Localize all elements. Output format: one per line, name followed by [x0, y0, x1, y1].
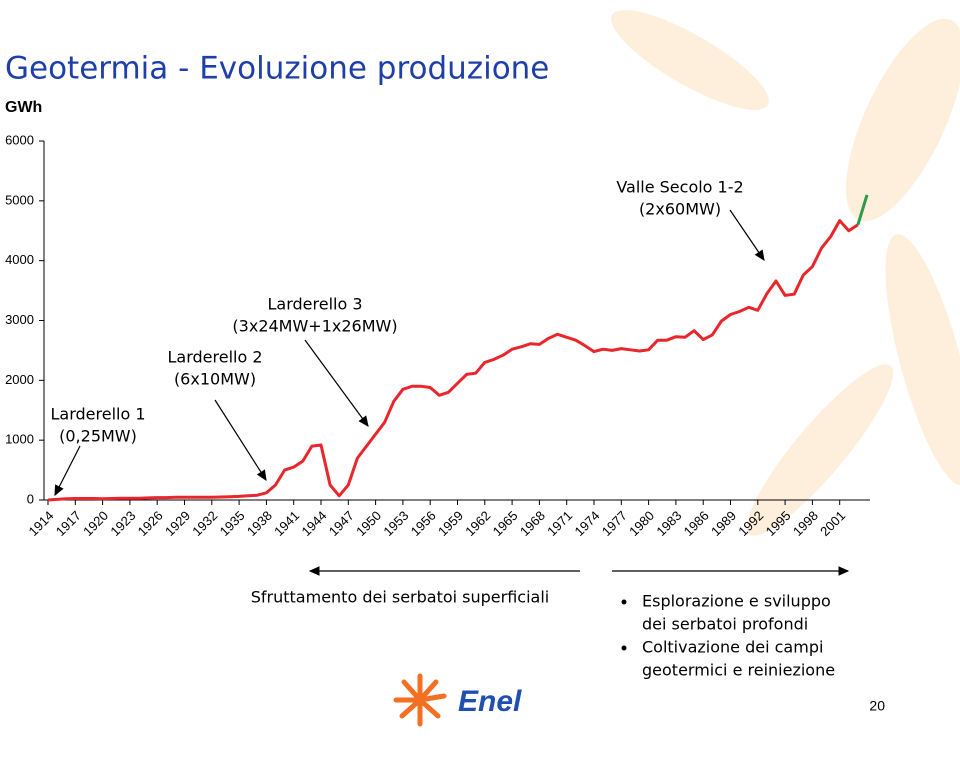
phase-bullet-text: Esplorazione e sviluppo [642, 592, 831, 611]
x-tick-label: 1956 [408, 508, 439, 539]
x-tick-label: 1959 [435, 508, 466, 539]
x-tick-label: 1983 [653, 508, 684, 539]
x-tick-label: 1929 [162, 508, 193, 539]
x-tick-label: 1935 [217, 508, 248, 539]
background-decoration [611, 10, 960, 536]
x-tick-label: 1920 [80, 508, 111, 539]
x-tick-label: 1947 [326, 508, 357, 539]
bullet [621, 645, 627, 651]
x-tick-label: 1923 [107, 508, 138, 539]
x-tick-label: 1944 [298, 508, 329, 539]
annotation: Larderello 1 [50, 405, 145, 424]
y-tick-label: 4000 [5, 252, 34, 267]
x-tick-label: 1998 [790, 508, 821, 539]
chart-title: Geotermia - Evoluzione produzione [5, 51, 549, 87]
x-tick-label: 1953 [380, 508, 411, 539]
annotation-arrows [54, 209, 850, 576]
bullet [621, 599, 627, 605]
y-tick-label: 2000 [5, 372, 34, 387]
annotation: (3x24MW+1x26MW) [232, 317, 397, 336]
series-line [856, 194, 869, 226]
annotation: (2x60MW) [639, 200, 721, 219]
annotation: (6x10MW) [174, 370, 256, 389]
y-tick-label: 1000 [5, 432, 34, 447]
phase-bullet-text: geotermici e reiniezione [642, 661, 835, 680]
y-axis-label: GWh [5, 99, 42, 116]
x-tick-label: 1977 [599, 508, 630, 539]
x-tick-label: 1965 [490, 508, 521, 539]
phase-bullet-text: dei serbatoi profondi [642, 615, 808, 634]
x-tick-label: 1917 [53, 508, 84, 539]
x-tick-label: 1914 [25, 508, 56, 539]
x-tick-label: 1941 [271, 508, 302, 539]
series-line [47, 219, 859, 502]
x-tick-label: 1980 [626, 508, 657, 539]
x-tick-label: 1926 [135, 508, 166, 539]
annotation: Valle Secolo 1-2 [616, 178, 743, 197]
x-tick-label: 1962 [462, 508, 493, 539]
x-tick-label: 1974 [571, 508, 602, 539]
annotation: Larderello 3 [267, 295, 362, 314]
y-tick-label: 5000 [5, 192, 34, 207]
x-tick-label: 1986 [681, 508, 712, 539]
annotation: (0,25MW) [59, 427, 137, 446]
annotation: Larderello 2 [167, 348, 262, 367]
enel-logo-mark [393, 673, 447, 727]
x-tick-label: 2001 [817, 508, 848, 539]
page-number: 20 [869, 698, 885, 714]
x-tick-label: 1932 [189, 508, 220, 539]
y-tick-label: 0 [27, 491, 34, 506]
y-tick-label: 6000 [5, 132, 34, 147]
x-tick-label: 1938 [244, 508, 275, 539]
x-tick-label: 1968 [517, 508, 548, 539]
phase-label: Sfruttamento dei serbatoi superficiali [251, 588, 550, 607]
x-tick-label: 1971 [544, 508, 575, 539]
x-tick-label: 1950 [353, 508, 384, 539]
phase-bullet-text: Coltivazione dei campi [642, 638, 823, 657]
logo-text: Enel [458, 685, 522, 718]
y-tick-label: 3000 [5, 312, 34, 327]
x-tick-label: 1989 [708, 508, 739, 539]
